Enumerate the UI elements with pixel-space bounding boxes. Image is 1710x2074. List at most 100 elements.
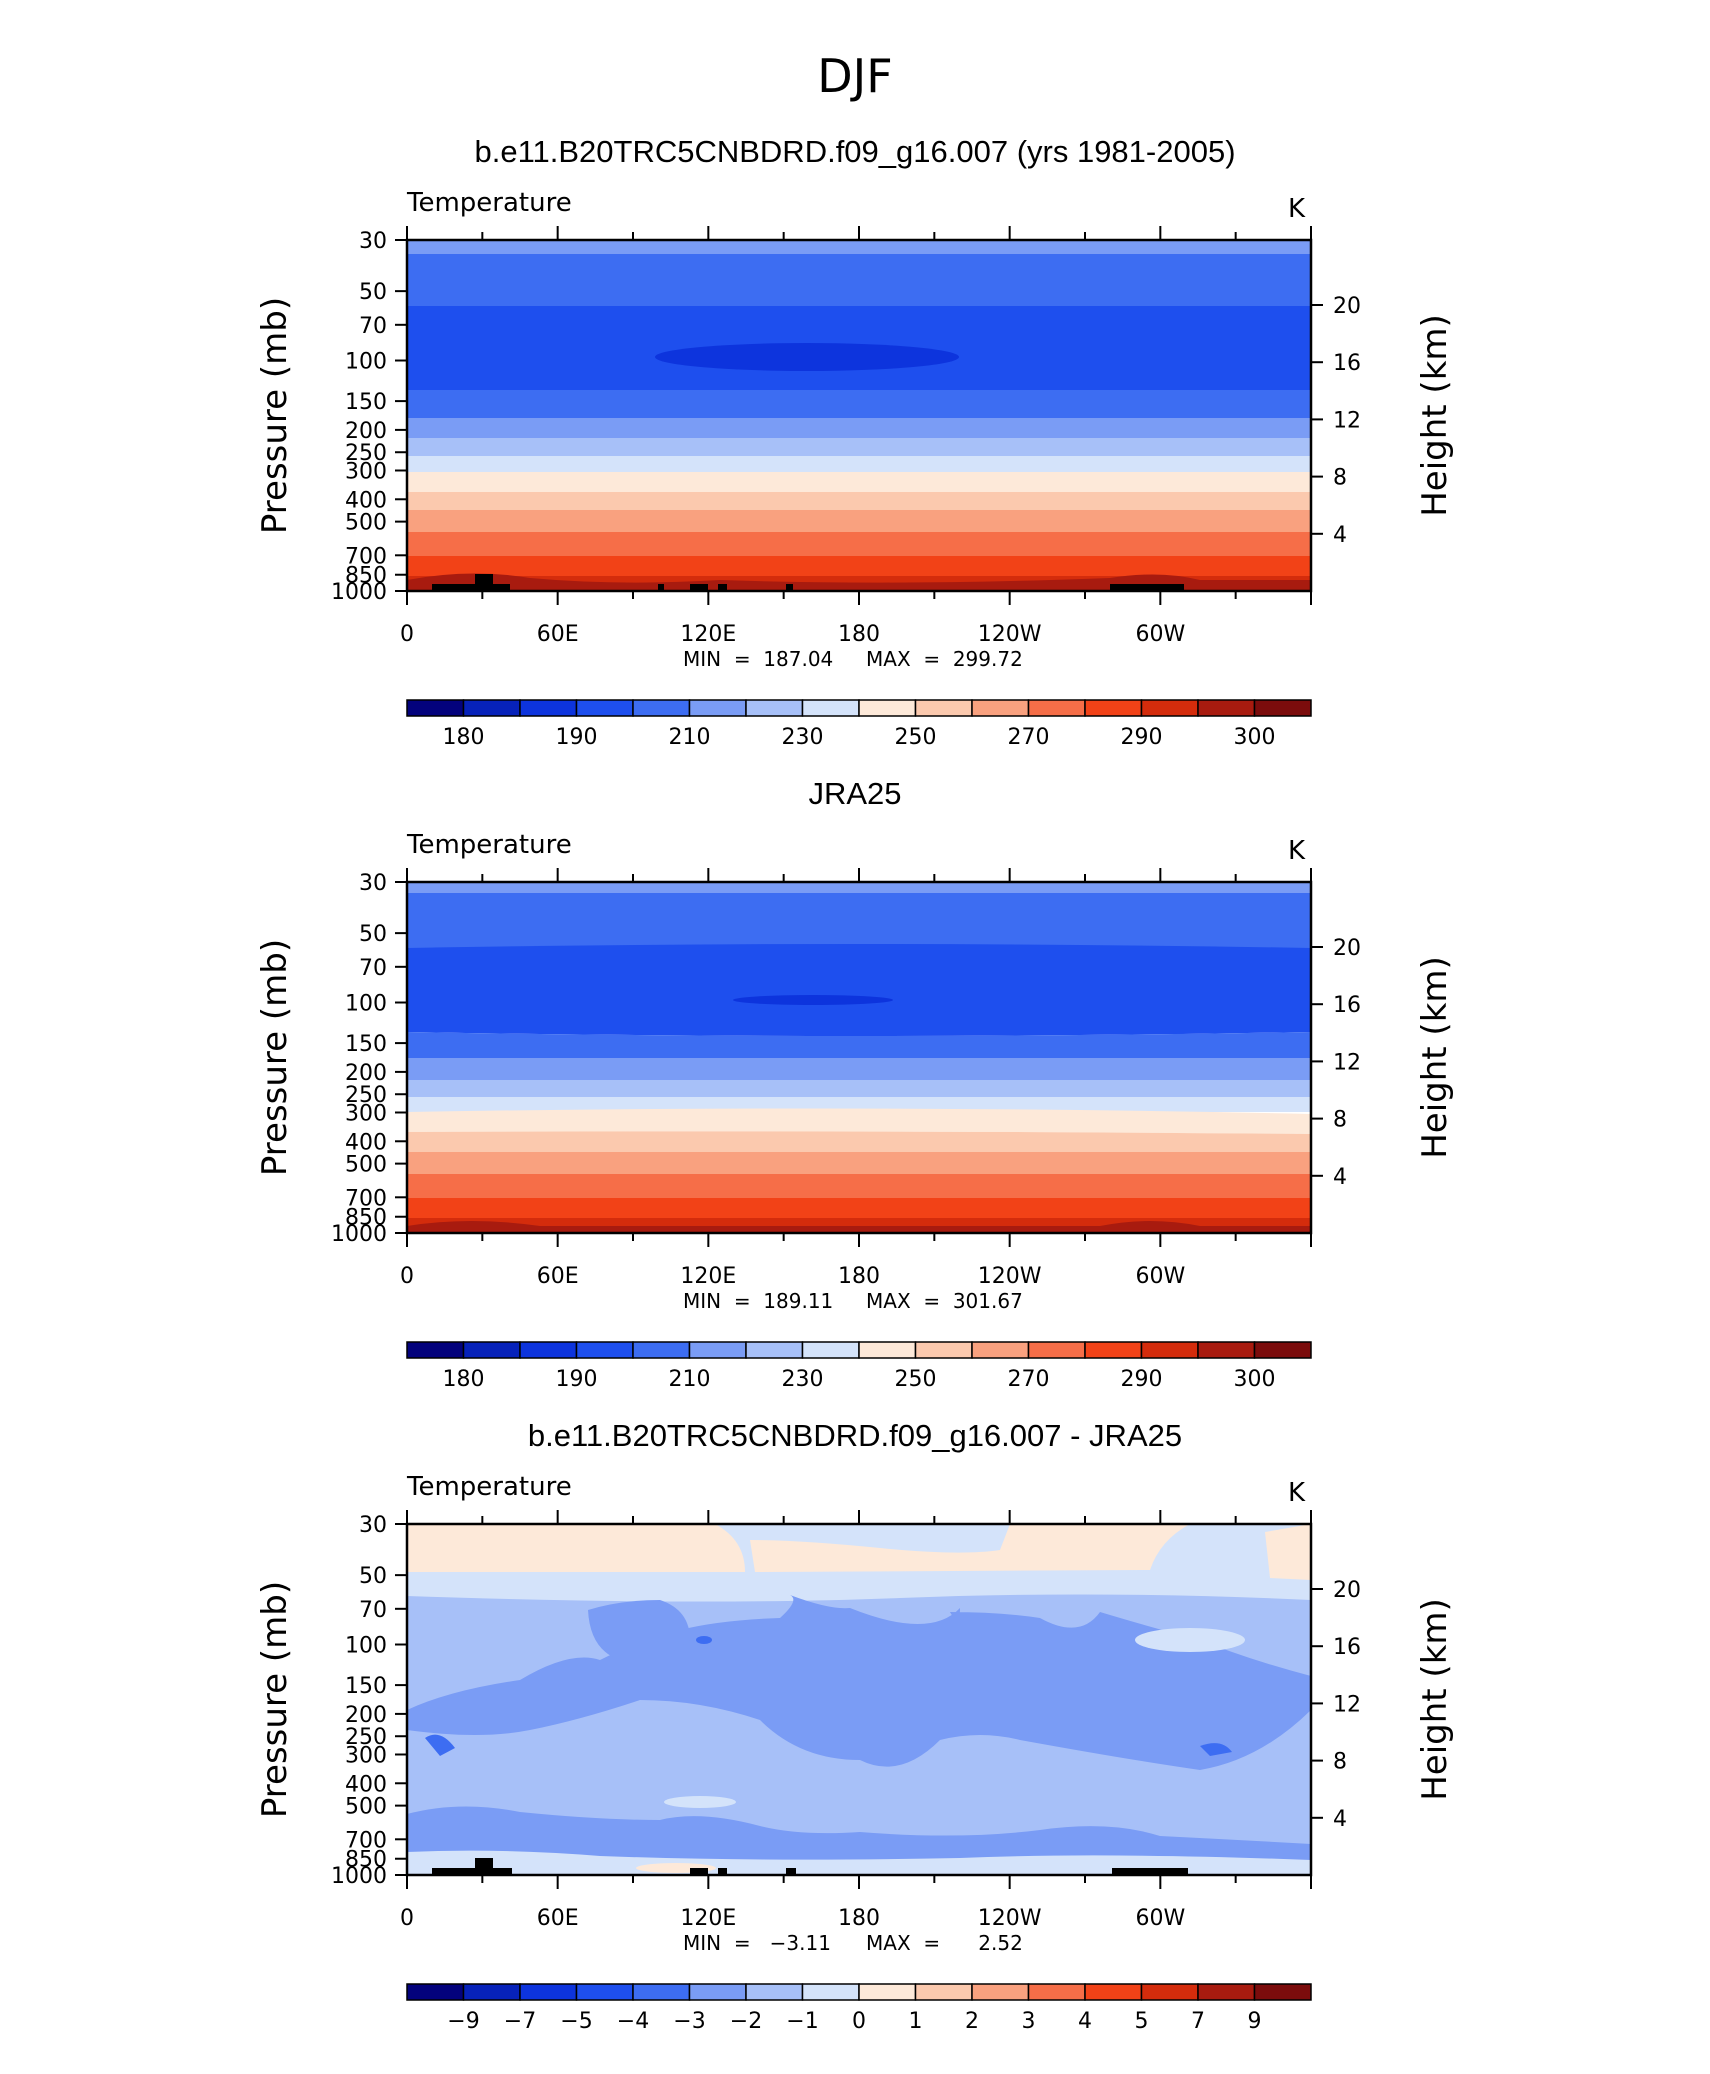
terrain — [432, 584, 510, 591]
colorbar-swatch — [1140, 1341, 1199, 1359]
colorbar-swatch — [1027, 1341, 1086, 1359]
colorbar-swatch — [914, 1983, 973, 2001]
colorbar-swatch — [1197, 699, 1256, 717]
band-5 — [407, 1058, 1311, 1080]
colorbar-swatch — [801, 1983, 860, 2001]
band-2 — [407, 254, 1311, 306]
colorbar-swatch — [1253, 699, 1312, 717]
colorbar-swatch — [519, 699, 578, 717]
band-9 — [407, 1131, 1311, 1152]
colorbar-label: 230 — [782, 725, 824, 750]
colorbar-swatch — [688, 1983, 747, 2001]
colorbar-label: −9 — [447, 2009, 479, 2034]
y-right-tick-label: 4 — [1333, 523, 1347, 548]
colorbar-label: 210 — [669, 1367, 711, 1392]
near-zero-spot — [664, 1796, 736, 1808]
colorbar-swatch — [971, 699, 1030, 717]
colorbar-swatch — [1140, 699, 1199, 717]
y-tick-label: 200 — [345, 419, 387, 444]
band-12 — [407, 1198, 1311, 1218]
band-12 — [407, 556, 1311, 576]
colorbar-swatch — [406, 699, 465, 717]
cold-core — [733, 995, 893, 1005]
terrain — [718, 584, 727, 591]
mid-cold — [407, 1595, 1311, 1770]
y-tick-label: 400 — [345, 488, 387, 513]
panel-3-colorbar: −9 −7 −5 −4 −3 −2 −1 0 1 2 3 4 5 7 9 — [406, 1983, 1312, 2034]
panel-2: JRA25 Temperature K 0 60E 120E 180 120W 60W 30… — [255, 776, 1455, 1392]
colorbar-swatch — [801, 699, 860, 717]
colorbar-label: −1 — [786, 2009, 818, 2034]
terrain — [1110, 584, 1184, 591]
band-7 — [407, 456, 1311, 472]
y-tick-label: 70 — [359, 956, 387, 981]
band-1 — [407, 240, 1311, 254]
y-tick-label: 500 — [345, 1795, 387, 1820]
y-tick-label: 400 — [345, 1130, 387, 1155]
y-right-tick-label: 12 — [1333, 1050, 1361, 1075]
y-tick-label: 1000 — [331, 580, 387, 605]
cold-spot — [1200, 1743, 1232, 1756]
y-tick-label: 300 — [345, 1101, 387, 1126]
x-tick-label: 120W — [978, 622, 1042, 647]
band-4 — [407, 390, 1311, 418]
colorbar-swatch — [575, 1341, 634, 1359]
colorbar-swatch — [519, 1341, 578, 1359]
y-tick-label: 50 — [359, 922, 387, 947]
colorbar-label: 190 — [556, 725, 598, 750]
panel-1-units: K — [1288, 194, 1306, 224]
y-tick-label: 850 — [345, 1848, 387, 1873]
y-axis-label: Pressure (mb) — [255, 939, 295, 1176]
y-right-tick-label: 8 — [1333, 1108, 1347, 1133]
colorbar-swatch — [914, 699, 973, 717]
colorbar-swatch — [688, 699, 747, 717]
colorbar-swatch — [406, 1983, 465, 2001]
colorbar-label: 190 — [556, 1367, 598, 1392]
low-level — [407, 1850, 1311, 1875]
y-axis-label: Pressure (mb) — [255, 297, 295, 534]
panel-2-min-label: MIN = 189.11 — [683, 1289, 833, 1313]
upper-warm — [750, 1524, 1190, 1572]
y-tick-label: 100 — [345, 992, 387, 1017]
colorbar-label: −2 — [730, 2009, 762, 2034]
colorbar-label: −7 — [504, 2009, 536, 2034]
colorbar-swatch — [745, 1341, 804, 1359]
colorbar-swatch — [575, 699, 634, 717]
terrain — [475, 574, 493, 584]
near-zero-spot — [1135, 1628, 1245, 1652]
x-tick-label: 120E — [680, 1264, 736, 1289]
y-tick-label: 300 — [345, 459, 387, 484]
colorbar-swatch — [971, 1341, 1030, 1359]
panel-1-title: b.e11.B20TRC5CNBDRD.f09_g16.007 (yrs 198… — [474, 134, 1235, 169]
y-tick-label: 250 — [345, 1725, 387, 1750]
y-right-tick-label: 8 — [1333, 466, 1347, 491]
colorbar-label: −3 — [673, 2009, 705, 2034]
y-tick-label: 300 — [345, 1743, 387, 1768]
x-tick-label: 60W — [1135, 1906, 1185, 1931]
terrain — [718, 1868, 727, 1875]
panel-2-units: K — [1288, 836, 1306, 866]
y-tick-label: 30 — [359, 229, 387, 254]
colorbar-label: 290 — [1121, 1367, 1163, 1392]
colorbar-label: −5 — [560, 2009, 592, 2034]
band-7 — [407, 1097, 1311, 1112]
y-tick-label: 700 — [345, 1186, 387, 1211]
terrain — [690, 1868, 708, 1875]
x-tick-label: 120E — [680, 622, 736, 647]
y-tick-label: 250 — [345, 441, 387, 466]
y-tick-label: 100 — [345, 1634, 387, 1659]
y-right-tick-label: 8 — [1333, 1750, 1347, 1775]
x-tick-label: 60E — [537, 1906, 579, 1931]
y-right-tick-label: 4 — [1333, 1165, 1347, 1190]
y-tick-label: 30 — [359, 1513, 387, 1538]
band-11 — [407, 1174, 1311, 1198]
x-tick-label: 180 — [838, 1264, 880, 1289]
colorbar-label: 270 — [1008, 725, 1050, 750]
colorbar-label: 180 — [443, 725, 485, 750]
colorbar-label: 5 — [1135, 2009, 1149, 2034]
colorbar-swatch — [519, 1983, 578, 2001]
upper-warm — [1265, 1524, 1311, 1580]
y-tick-label: 500 — [345, 1153, 387, 1178]
x-tick-label: 120W — [978, 1906, 1042, 1931]
